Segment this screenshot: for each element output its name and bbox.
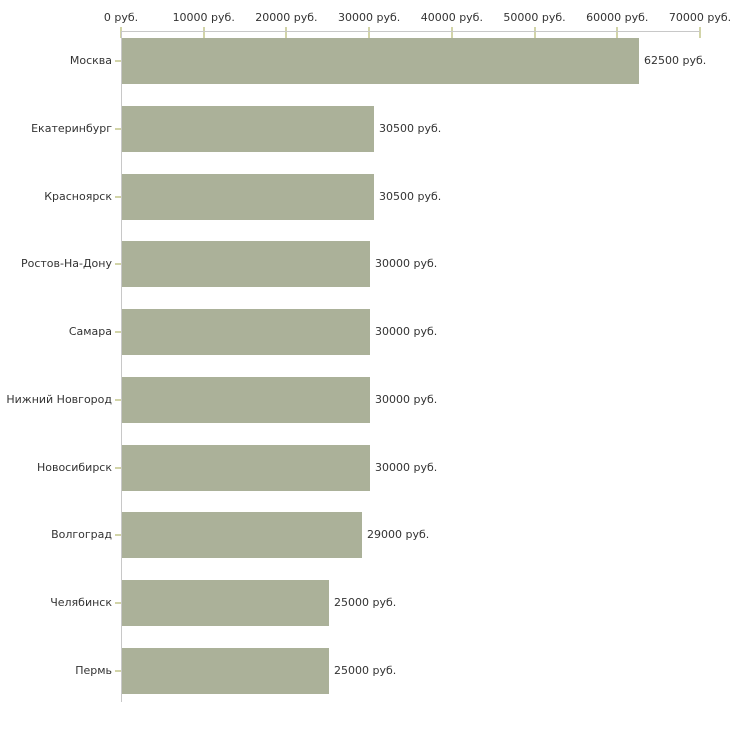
value-label: 62500 руб.	[644, 54, 707, 67]
x-axis-tick-label: 10000 руб.	[172, 11, 235, 24]
category-label: Екатеринбург	[31, 121, 112, 135]
x-axis-tick	[450, 27, 453, 38]
bar	[122, 512, 362, 559]
y-axis-tick	[115, 127, 121, 130]
x-axis-tick	[202, 27, 205, 38]
category-label: Москва	[69, 54, 112, 67]
value-label: 30000 руб.	[375, 257, 438, 271]
value-label: 30000 руб.	[375, 325, 438, 338]
bar	[122, 580, 329, 626]
bar	[122, 173, 374, 220]
y-axis-tick	[115, 602, 121, 604]
value-label: 30000 руб.	[375, 460, 438, 474]
bar	[122, 105, 374, 152]
x-axis-line	[121, 31, 700, 32]
bar	[122, 376, 370, 423]
x-axis-tick-label: 50000 руб.	[503, 11, 566, 24]
y-axis-tick	[115, 263, 121, 266]
category-label: Пермь	[75, 663, 112, 677]
value-label: 25000 руб.	[334, 596, 397, 609]
x-axis-tick	[533, 27, 536, 38]
y-axis-tick	[115, 331, 121, 333]
value-label: 30500 руб.	[379, 121, 442, 135]
y-axis-tick	[115, 195, 121, 198]
category-label: Волгоград	[51, 528, 112, 542]
x-axis-tick	[368, 27, 371, 38]
category-label: Челябинск	[50, 596, 112, 609]
x-axis-tick	[616, 27, 619, 38]
bar	[122, 38, 639, 84]
value-label: 30000 руб.	[375, 392, 438, 406]
x-axis-tick-label: 70000 руб.	[668, 11, 730, 24]
bar	[122, 309, 370, 355]
y-axis-line	[121, 31, 122, 702]
category-label: Самара	[68, 325, 112, 338]
category-label: Ростов-На-Дону	[20, 257, 112, 271]
y-axis-tick	[115, 534, 121, 537]
x-axis-tick-label: 20000 руб.	[255, 11, 318, 24]
x-axis-tick-label: 40000 руб.	[420, 11, 483, 24]
category-label: Красноярск	[44, 189, 112, 203]
x-axis-tick-label: 30000 руб.	[338, 11, 401, 24]
bar	[122, 241, 370, 288]
category-label: Новосибирск	[36, 460, 112, 474]
x-axis-tick-label: 60000 руб.	[586, 11, 649, 24]
x-axis-tick-label: 0 руб.	[103, 11, 139, 24]
y-axis-tick	[115, 669, 121, 672]
value-label: 25000 руб.	[334, 663, 397, 677]
x-axis-tick	[285, 27, 288, 38]
y-axis-tick	[115, 466, 121, 469]
value-label: 29000 руб.	[367, 528, 430, 542]
category-label: Нижний Новгород	[6, 392, 112, 406]
y-axis-tick	[115, 60, 121, 62]
x-axis-tick	[699, 27, 701, 38]
bar	[122, 444, 370, 491]
y-axis-tick	[115, 398, 121, 401]
bar	[122, 647, 329, 694]
value-label: 30500 руб.	[379, 189, 442, 203]
